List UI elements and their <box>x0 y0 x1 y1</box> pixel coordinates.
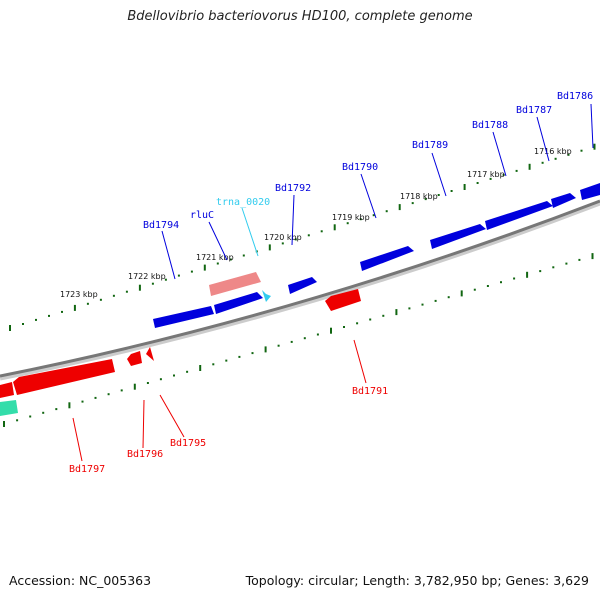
gene-label-bd1789[interactable]: Bd1789 <box>412 140 448 151</box>
gene-label-bd1787[interactable]: Bd1787 <box>516 105 552 116</box>
scale-labels: 1716 kbp 1717 kbp 1718 kbp 1719 kbp 1720… <box>60 147 572 299</box>
scale-ticks-forward <box>9 143 596 331</box>
gene-labels: Bd1786 Bd1787 Bd1788 Bd1789 Bd1790 Bd179… <box>69 91 593 475</box>
gene-arrow-partial-left[interactable] <box>0 382 14 398</box>
gene-label-bd1788[interactable]: Bd1788 <box>472 120 508 131</box>
gene-arrow-bd1787[interactable] <box>551 193 576 208</box>
gene-arrow-bd1790[interactable] <box>360 246 414 271</box>
gene-label-bd1796[interactable]: Bd1796 <box>127 449 163 460</box>
gene-arrow-bd1789[interactable] <box>430 224 486 249</box>
gene-label-bd1791[interactable]: Bd1791 <box>352 386 388 397</box>
genome-summary-text: Topology: circular; Length: 3,782,950 bp… <box>245 573 589 588</box>
gene-arrow-rluc[interactable] <box>214 292 263 314</box>
gene-arrow-bd1797[interactable] <box>13 359 115 395</box>
gene-label-rluc[interactable]: rluC <box>190 210 214 221</box>
scale-label: 1718 kbp <box>400 192 438 201</box>
gene-label-bd1795[interactable]: Bd1795 <box>170 438 206 449</box>
gene-arrow-bd1794[interactable] <box>153 306 214 328</box>
gene-label-trna-0020[interactable]: trna_0020 <box>216 197 270 208</box>
gene-arrow-other-left[interactable] <box>0 400 18 416</box>
genome-backbone <box>0 199 600 378</box>
gene-arrow-bd1786[interactable] <box>580 183 600 200</box>
forward-strand-genes <box>153 183 600 328</box>
scale-label: 1723 kbp <box>60 290 98 299</box>
gene-arrow-bd1791[interactable] <box>325 289 361 311</box>
gene-label-bd1792[interactable]: Bd1792 <box>275 183 311 194</box>
gene-label-bd1790[interactable]: Bd1790 <box>342 162 378 173</box>
gene-arrow-bd1796[interactable] <box>127 351 142 366</box>
gene-label-bd1786[interactable]: Bd1786 <box>557 91 593 102</box>
trna-arrow-trna-0020[interactable] <box>262 290 271 302</box>
scale-label: 1722 kbp <box>128 272 166 281</box>
label-leader-lines <box>72 103 594 462</box>
scale-ticks-reverse <box>3 253 594 427</box>
gene-label-bd1794[interactable]: Bd1794 <box>143 220 179 231</box>
genome-backbone-shadow <box>0 200 600 381</box>
pseudogene-arrow[interactable] <box>209 272 261 296</box>
gene-arrow-bd1792[interactable] <box>288 277 317 294</box>
scale-label: 1720 kbp <box>264 233 302 242</box>
scale-label: 1716 kbp <box>534 147 572 156</box>
scale-label: 1717 kbp <box>467 170 505 179</box>
reverse-strand-genes <box>0 289 361 416</box>
gene-label-bd1797[interactable]: Bd1797 <box>69 464 105 475</box>
gene-arrow-bd1795[interactable] <box>146 347 154 361</box>
gene-arrow-bd1788[interactable] <box>485 201 553 230</box>
scale-label: 1719 kbp <box>332 213 370 222</box>
accession-text: Accession: NC_005363 <box>9 573 152 588</box>
scale-label: 1721 kbp <box>196 253 234 262</box>
map-title: Bdellovibrio bacteriovorus HD100, comple… <box>127 9 473 24</box>
